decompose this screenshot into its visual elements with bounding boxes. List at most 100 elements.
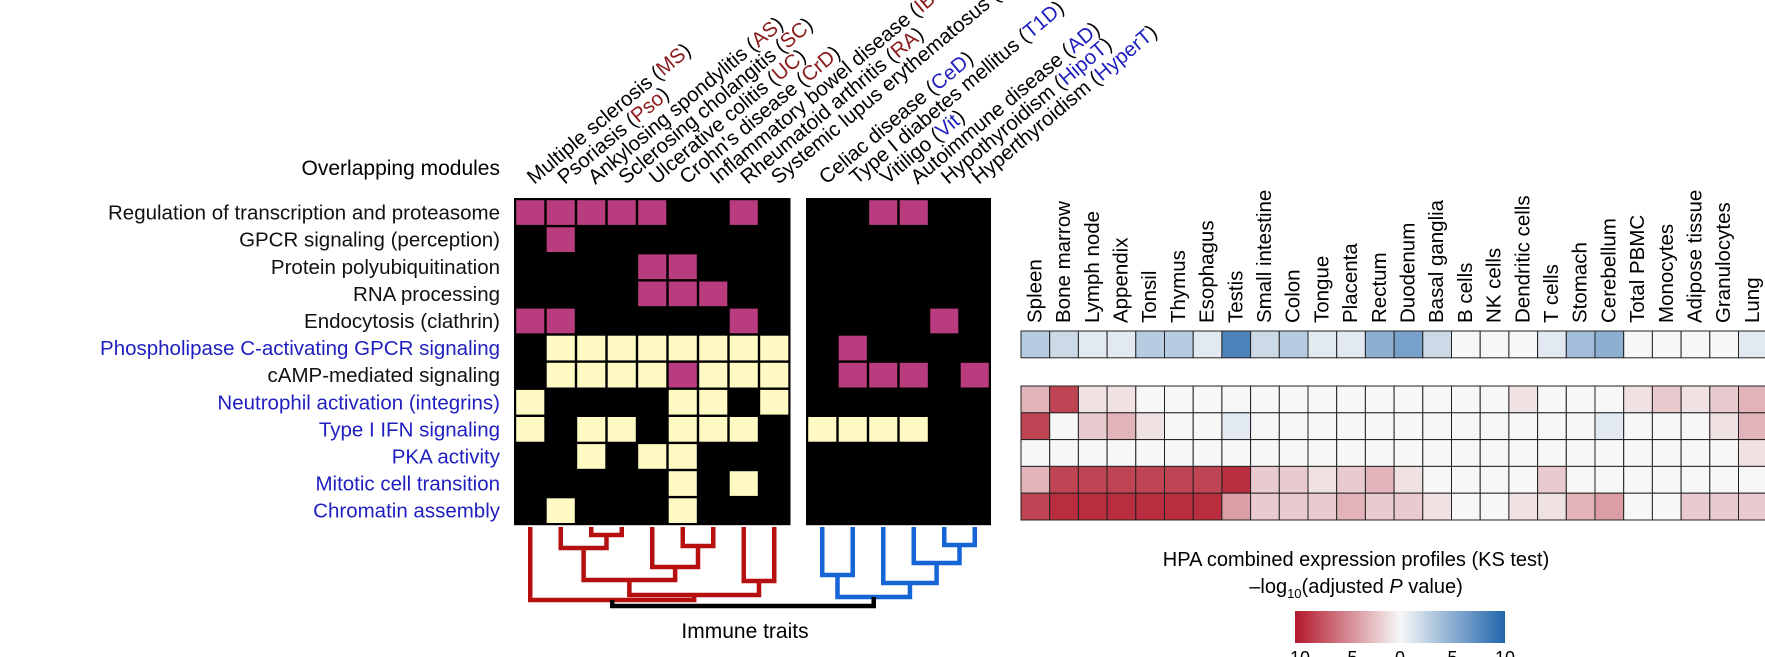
expression-cell: [1192, 385, 1223, 414]
top-row-cell: [1106, 330, 1137, 359]
module-cell: [729, 335, 758, 361]
module-cell: [516, 281, 545, 307]
top-row-cell: [1020, 330, 1051, 359]
expression-cell: [1307, 385, 1338, 414]
expression-cell: [1709, 412, 1740, 441]
top-row-cell: [1422, 330, 1453, 359]
top-row-cell: [1049, 330, 1079, 359]
expression-cell: [1451, 385, 1481, 414]
module-label: Regulation of transcription and proteaso…: [108, 202, 500, 225]
expression-cell: [1192, 465, 1223, 494]
expression-cell: [1709, 439, 1740, 467]
dendrogram-link: [741, 527, 777, 584]
colorbar-tick-label: –5: [1337, 648, 1357, 657]
expression-cell: [1364, 385, 1395, 414]
module-cell: [546, 254, 575, 280]
expression-cell: [1565, 465, 1596, 494]
module-cell: [899, 227, 928, 252]
expression-cell: [1393, 439, 1424, 467]
colorbar-gradient: [1295, 611, 1505, 643]
module-cell: [838, 389, 867, 415]
dendrogram-link: [942, 527, 977, 548]
module-cell: [607, 227, 636, 252]
module-cell: [869, 254, 898, 280]
expression-cell: [1192, 412, 1223, 441]
module-cell: [729, 389, 758, 415]
dendrogram-link: [820, 527, 855, 578]
module-cell: [607, 498, 636, 523]
module-label: RNA processing: [353, 283, 500, 306]
overlapping-modules-label: Overlapping modules: [302, 157, 500, 180]
expression-cell: [1651, 439, 1682, 467]
module-cell: [607, 308, 636, 334]
expression-cell: [1135, 465, 1166, 494]
expression-cell: [1250, 385, 1280, 414]
module-cell: [516, 200, 545, 225]
module-label: cAMP-mediated signaling: [268, 364, 500, 387]
module-cell: [760, 281, 789, 307]
module-cell: [577, 254, 606, 280]
tissue-label: Spleen: [1023, 259, 1046, 323]
module-label: Phospholipase C-activating GPCR signalin…: [100, 337, 500, 360]
top-row-cell: [1709, 330, 1740, 359]
module-label: Neutrophil activation (integrins): [217, 391, 500, 414]
module-cell: [869, 444, 898, 469]
module-cell: [668, 471, 697, 496]
module-cell: [729, 200, 758, 225]
top-row-cell: [1738, 330, 1765, 359]
module-cell: [869, 200, 898, 225]
module-cell: [577, 471, 606, 496]
module-cell: [760, 444, 789, 469]
top-row-cell: [1508, 330, 1539, 359]
tissue-label: Thymus: [1167, 250, 1190, 323]
module-cell: [607, 362, 636, 388]
expression-cell: [1364, 412, 1395, 441]
subtitle-part: value): [1403, 576, 1463, 598]
module-cell: [760, 227, 789, 252]
module-cell: [699, 444, 728, 469]
expression-cell: [1336, 439, 1366, 467]
expression-cell: [1651, 492, 1682, 521]
module-cell: [930, 471, 959, 496]
module-cell: [729, 281, 758, 307]
expression-cell: [1221, 492, 1252, 521]
expression-cell: [1135, 385, 1166, 414]
tissue-label: Tongue: [1310, 256, 1333, 323]
module-cell: [516, 227, 545, 252]
module-cell: [808, 254, 837, 280]
module-cell: [899, 389, 928, 415]
module-cell: [668, 389, 697, 415]
tissue-label: Rectum: [1368, 252, 1391, 323]
expression-cell: [1192, 439, 1223, 467]
top-row-cell: [1336, 330, 1366, 359]
expression-cell: [1594, 439, 1625, 467]
module-cell: [638, 281, 667, 307]
expression-cell: [1278, 492, 1309, 521]
expression-cell: [1594, 465, 1625, 494]
expression-cell: [1537, 412, 1567, 441]
trait-dendrogram: [528, 527, 977, 609]
tissue-label: Colon: [1282, 269, 1305, 323]
module-cell: [638, 498, 667, 523]
expression-cell: [1049, 492, 1079, 521]
module-cell: [699, 281, 728, 307]
module-cell: [577, 417, 606, 442]
module-cell: [668, 308, 697, 334]
module-cell: [960, 362, 989, 388]
module-cell: [516, 335, 545, 361]
expression-cell: [1422, 412, 1453, 441]
module-cell: [869, 498, 898, 523]
expression-cell: [1336, 465, 1366, 494]
expression-cell: [1077, 465, 1108, 494]
colorbar-tick-label: –10: [1280, 648, 1310, 657]
top-row-cell: [1307, 330, 1338, 359]
top-row-cell: [1135, 330, 1166, 359]
module-cell: [516, 308, 545, 334]
expression-cell: [1164, 439, 1194, 467]
module-cell: [577, 200, 606, 225]
expression-cell: [1307, 492, 1338, 521]
module-cell: [638, 254, 667, 280]
module-cell: [546, 227, 575, 252]
expression-cell: [1479, 465, 1510, 494]
module-cell: [930, 362, 959, 388]
